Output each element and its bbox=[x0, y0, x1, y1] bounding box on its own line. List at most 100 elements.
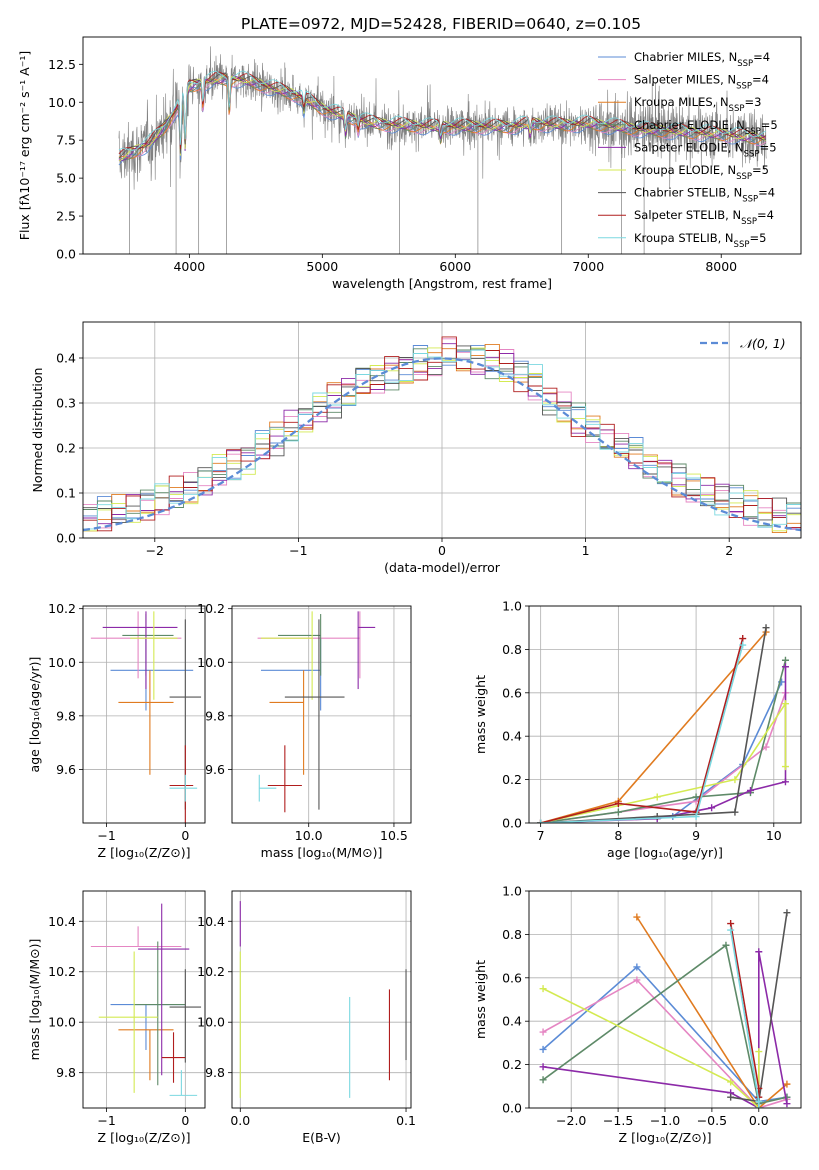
marker-salpeter_elodie bbox=[755, 948, 763, 956]
panel-residuals: −2 −1 0 1 2 0.0 0.1 0.2 0.3 0.4 (data-model)/error… bbox=[30, 321, 802, 575]
marker-salpeter_elodie bbox=[781, 778, 789, 786]
legend-label-base: Chabrier MILES, N bbox=[634, 50, 737, 64]
y-tick-label: 9.8 bbox=[56, 1065, 76, 1080]
y-tick-label: 0.6 bbox=[502, 685, 522, 700]
point-kroupa_elodie bbox=[130, 611, 178, 700]
y-tick-label: 0.8 bbox=[502, 642, 522, 657]
x-axis-label: (data-model)/error bbox=[384, 560, 501, 575]
x-tick-label: 0.1 bbox=[396, 1113, 416, 1128]
x-tick-label: 6000 bbox=[439, 259, 471, 274]
legend-label-base: Kroupa STELIB, N bbox=[634, 231, 734, 245]
y-tick-label: 10.2 bbox=[197, 601, 225, 616]
panel-age_vs_mass: 10.0 10.5 9.6 9.8 10.0 10.2 mass [log₁₀(M/M⊙)] bbox=[197, 601, 412, 860]
x-tick-label: 0.0 bbox=[230, 1113, 250, 1128]
x-tick-label: 1 bbox=[582, 543, 590, 558]
y-tick-label: 5.0 bbox=[56, 171, 76, 186]
marker-chabrier_miles bbox=[633, 963, 641, 971]
marker-salpeter_elodie bbox=[539, 1063, 547, 1071]
x-tick-label: 8 bbox=[614, 828, 622, 843]
y-axis-label: Normed distribution bbox=[30, 368, 45, 493]
point-kroupa_stelib bbox=[169, 1070, 198, 1096]
model-spectrum-chabrier_stelib bbox=[118, 72, 766, 159]
y-tick-label: 9.8 bbox=[56, 708, 76, 723]
x-tick-label: 4000 bbox=[173, 259, 205, 274]
legend-label-kroupa_miles: Kroupa MILES, NSSP=3 bbox=[634, 95, 761, 114]
y-axis-label: mass weight bbox=[473, 960, 488, 1039]
point-chabrier_stelib bbox=[284, 619, 345, 810]
x-axis-label: E(B-V) bbox=[302, 1130, 341, 1145]
point-kroupa_elodie bbox=[98, 951, 158, 1093]
legend-label-chabrier_stelib: Chabrier STELIB, NSSP=4 bbox=[634, 186, 775, 205]
x-axis-label: mass [log₁₀(M/M⊙)] bbox=[261, 845, 383, 860]
y-tick-label: 0.4 bbox=[502, 1014, 522, 1029]
y-tick-label: 10.0 bbox=[48, 655, 76, 670]
model-spectrum-chabrier_elodie bbox=[118, 76, 767, 160]
point-kroupa_stelib bbox=[258, 774, 277, 802]
residuals-legend: 𝒩(0, 1) bbox=[700, 336, 786, 351]
y-tick-label: 7.5 bbox=[56, 133, 76, 148]
y-tick-label: 1.0 bbox=[502, 884, 522, 899]
marker-salpeter_stelib bbox=[739, 635, 747, 643]
marker-salpeter_elodie bbox=[708, 804, 716, 812]
legend-label-sub: SSP bbox=[729, 104, 745, 114]
legend-label-tail: =3 bbox=[744, 95, 761, 109]
marker-kroupa_stelib bbox=[755, 1104, 763, 1108]
legend-label-sub: SSP bbox=[736, 82, 752, 92]
axes-frame bbox=[82, 605, 206, 824]
y-tick-label: 10.4 bbox=[197, 914, 225, 929]
model-spectrum-kroupa_miles bbox=[118, 77, 766, 159]
y-tick-label: 9.8 bbox=[205, 1065, 225, 1080]
x-tick-label: −1 bbox=[97, 1113, 115, 1128]
legend-label-base: Kroupa MILES, N bbox=[634, 95, 729, 109]
y-tick-label: 0.2 bbox=[56, 441, 76, 456]
marker-kroupa_stelib bbox=[755, 1097, 763, 1105]
marker-chabrier_elodie bbox=[781, 656, 789, 664]
marker-kroupa_elodie bbox=[781, 700, 789, 708]
legend-label-tail: =5 bbox=[761, 118, 778, 132]
marker-kroupa_stelib bbox=[739, 641, 747, 649]
legend-label-sub: SSP bbox=[741, 217, 757, 227]
marker-salpeter_elodie bbox=[746, 786, 754, 794]
legend-label-base: Salpeter MILES, N bbox=[634, 73, 736, 87]
legend-label-chabrier_miles: Chabrier MILES, NSSP=4 bbox=[634, 50, 770, 69]
model-spectrum-salpeter_stelib bbox=[118, 71, 767, 155]
y-tick-label: 0.2 bbox=[502, 772, 522, 787]
marker-salpeter_stelib bbox=[727, 920, 735, 928]
series-line-chabrier_elodie bbox=[542, 943, 788, 1105]
legend-label-salpeter_miles: Salpeter MILES, NSSP=4 bbox=[634, 73, 769, 92]
legend-label-kroupa_elodie: Kroupa ELODIE, NSSP=5 bbox=[634, 163, 769, 182]
legend-label-salpeter_stelib: Salpeter STELIB, NSSP=4 bbox=[634, 208, 774, 227]
x-axis-label: Z [log₁₀(Z/Z⊙)] bbox=[619, 1130, 712, 1145]
legend-label-chabrier_elodie: Chabrier ELODIE, NSSP=5 bbox=[634, 118, 778, 137]
legend-label-kroupa_stelib: Kroupa STELIB, NSSP=5 bbox=[634, 231, 766, 250]
y-tick-label: 10.0 bbox=[197, 655, 225, 670]
plot-area-residuals bbox=[83, 336, 801, 534]
axes-frame bbox=[82, 321, 802, 539]
legend-label-base: Chabrier STELIB, N bbox=[634, 186, 742, 200]
x-tick-label: 10 bbox=[766, 828, 782, 843]
marker-chabrier_stelib bbox=[762, 624, 770, 632]
x-axis-label: Z [log₁₀(Z/Z⊙)] bbox=[98, 845, 191, 860]
marker-chabrier_elodie bbox=[614, 808, 622, 816]
point-kroupa_elodie bbox=[260, 611, 313, 700]
y-tick-label: 0.2 bbox=[502, 1057, 522, 1072]
legend-label-base: Salpeter ELODIE, N bbox=[634, 140, 744, 154]
series-line-salpeter_miles bbox=[542, 979, 788, 1108]
legend-label-sub: SSP bbox=[745, 127, 761, 137]
x-tick-label: −1.0 bbox=[650, 1113, 680, 1128]
legend-label-base: Chabrier ELODIE, N bbox=[634, 118, 745, 132]
x-axis-label: age [log₁₀(age/yr)] bbox=[607, 845, 723, 860]
x-tick-label: 7 bbox=[537, 828, 545, 843]
point-salpeter_stelib bbox=[161, 1032, 186, 1083]
marker-kroupa_elodie bbox=[731, 776, 739, 784]
x-tick-label: 10.5 bbox=[380, 828, 408, 843]
marker-chabrier_elodie bbox=[692, 793, 700, 801]
y-tick-label: 0.0 bbox=[502, 1101, 522, 1116]
plot-area-age_vs_mass bbox=[257, 611, 376, 813]
marker-kroupa_stelib bbox=[692, 812, 700, 820]
x-tick-label: 0 bbox=[181, 828, 189, 843]
legend-label-base: Salpeter STELIB, N bbox=[634, 208, 741, 222]
y-tick-label: 10.0 bbox=[48, 1015, 76, 1030]
y-axis-label: age [log₁₀(age/yr)] bbox=[27, 657, 42, 773]
